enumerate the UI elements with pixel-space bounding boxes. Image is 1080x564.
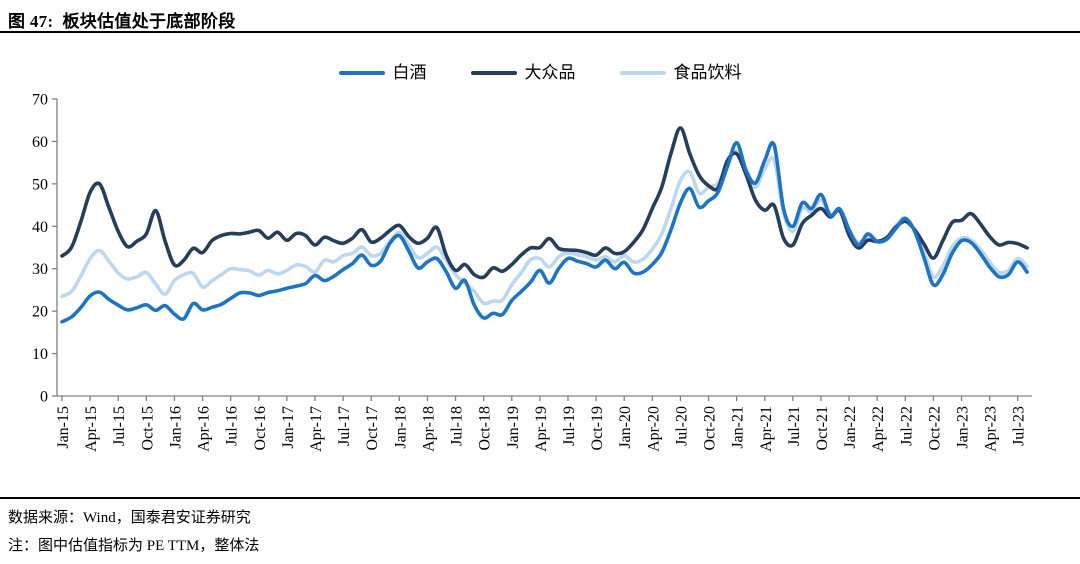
y-tick-label: 20 xyxy=(32,304,48,321)
x-tick-label: Jul-19 xyxy=(561,406,578,446)
x-tick-label: Apr-15 xyxy=(83,406,100,452)
x-tick-label: Jul-16 xyxy=(224,406,241,446)
y-tick-label: 0 xyxy=(40,389,48,406)
x-tick-label: Jan-20 xyxy=(617,406,634,449)
x-tick-label: Jul-21 xyxy=(786,406,803,446)
y-tick-label: 10 xyxy=(32,346,48,363)
y-tick-label: 70 xyxy=(32,92,48,109)
x-tick-label: Apr-23 xyxy=(983,406,1000,452)
y-tick-label: 60 xyxy=(32,134,48,151)
bottom-rule xyxy=(0,497,1080,499)
x-tick-label: Jan-15 xyxy=(55,406,72,449)
y-tick-label: 30 xyxy=(32,261,48,278)
x-tick-label: Jul-17 xyxy=(336,406,353,446)
legend-label: 白酒 xyxy=(392,63,427,82)
x-tick-label: Oct-19 xyxy=(589,406,606,450)
y-tick-label: 50 xyxy=(32,176,48,193)
x-tick-label: Oct-20 xyxy=(702,406,719,450)
x-tick-label: Jan-18 xyxy=(392,406,409,449)
series-line-2 xyxy=(60,148,1029,306)
x-tick-label: Oct-15 xyxy=(139,406,156,450)
x-tick-label: Jan-21 xyxy=(730,406,747,449)
series-line-1 xyxy=(60,126,1029,280)
x-tick-label: Apr-22 xyxy=(870,406,887,452)
x-tick-label: Oct-16 xyxy=(252,406,269,450)
x-tick-label: Oct-17 xyxy=(364,406,381,450)
legend-line-swatch xyxy=(470,70,517,75)
x-tick-label: Jul-20 xyxy=(673,406,690,446)
series-line-0 xyxy=(60,140,1029,324)
data-source-text: 数据来源：Wind，国泰君安证券研究 xyxy=(8,510,251,526)
valuation-line-chart: 0 10 20 30 40 50 60 70 Jan-15 Apr-15 Jul-15 Oct-15 J… xyxy=(32,92,1032,452)
x-tick-label: Apr-21 xyxy=(758,406,775,452)
x-tick-label: Jan-16 xyxy=(167,406,184,449)
y-tick-label: 40 xyxy=(32,219,48,236)
chart-legend: 白酒 大众品 食品饮料 xyxy=(0,64,1080,81)
x-tick-label: Oct-21 xyxy=(814,406,831,450)
x-tick-label: Oct-18 xyxy=(477,406,494,450)
top-rule xyxy=(0,31,1080,33)
x-tick-label: Jul-22 xyxy=(898,406,915,446)
x-tick-label: Oct-22 xyxy=(926,406,943,450)
x-tick-label: Apr-17 xyxy=(308,406,325,452)
x-tick-label: Jan-19 xyxy=(505,406,522,449)
x-tick-label: Jan-22 xyxy=(842,406,859,449)
legend-line-swatch xyxy=(338,70,385,75)
legend-item: 食品饮料 xyxy=(619,63,742,82)
x-tick-label: Jan-17 xyxy=(280,406,297,449)
figure-title: 图 47: 板块估值处于底部阶段 xyxy=(8,12,236,31)
x-tick-label: Apr-20 xyxy=(645,406,662,452)
x-tick-label: Jul-15 xyxy=(111,406,128,446)
legend-label: 食品饮料 xyxy=(673,63,742,82)
legend-item: 大众品 xyxy=(470,63,576,82)
x-tick-label: Apr-16 xyxy=(196,406,213,452)
x-tick-label: Apr-18 xyxy=(420,406,437,452)
x-tick-label: Apr-19 xyxy=(533,406,550,452)
legend-line-swatch xyxy=(619,70,666,75)
note-text: 注：图中估值指标为 PE TTM，整体法 xyxy=(8,538,260,554)
legend-label: 大众品 xyxy=(524,63,576,82)
x-tick-label: Jul-18 xyxy=(449,406,466,446)
legend-item: 白酒 xyxy=(338,63,427,82)
x-tick-label: Jan-23 xyxy=(955,406,972,449)
x-tick-label: Jul-23 xyxy=(1011,406,1028,446)
